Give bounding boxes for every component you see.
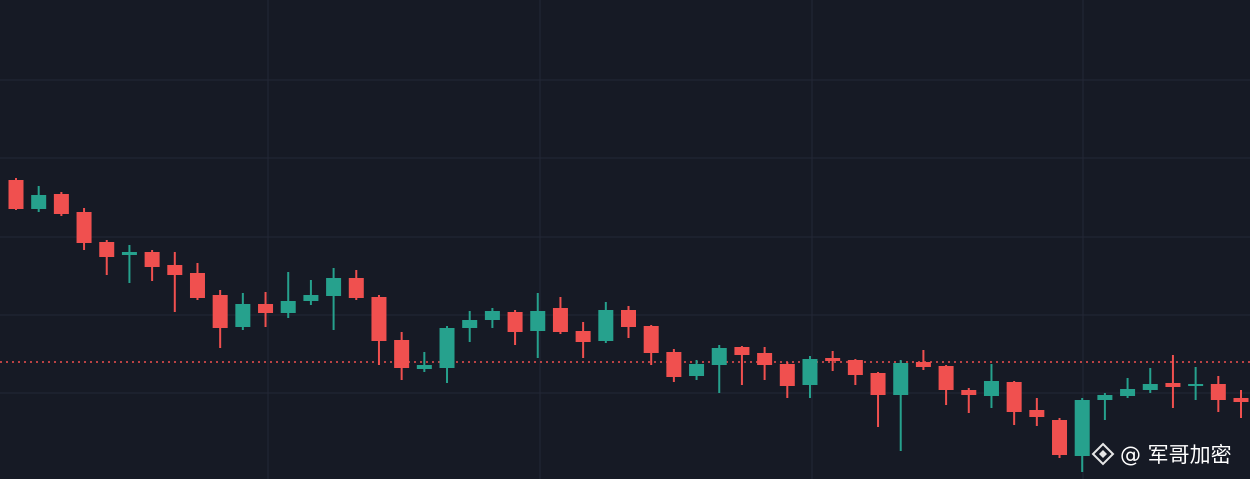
candle-body [1188,384,1204,386]
candle-body [575,331,591,342]
candle-body [1052,420,1068,455]
candle-body [779,364,795,386]
candle-body [8,180,24,209]
candle-body [258,304,274,313]
candle-body [235,304,251,327]
candle-body [643,326,659,353]
watermark-text: @ 军哥加密 [1120,443,1232,467]
candle-body [1142,384,1158,390]
candles [0,178,1250,472]
candle-body [31,195,47,209]
candle-body [1165,383,1181,387]
candle-body [689,364,705,376]
candle-body [280,301,296,313]
candle-body [144,252,160,267]
candle-body [734,347,750,355]
candle-body [121,252,137,255]
candle-body [326,278,342,296]
candle-body [212,295,228,328]
candle-body [893,363,909,395]
candle-body [189,273,205,298]
candle-body [711,348,727,365]
candle-body [484,311,500,320]
candle-body [1233,398,1249,402]
candle-body [371,297,387,341]
candle-body [167,265,183,275]
candle-body [303,295,319,301]
candle-body [394,340,410,368]
candle-body [99,242,115,257]
candle-body [757,353,773,365]
candle-body [825,358,841,361]
candle-body [462,320,478,328]
candle-body [983,381,999,396]
candle-body [439,328,455,368]
candle-body [915,362,931,367]
candle-body [847,360,863,375]
candle-body [1029,410,1045,417]
candle-body [938,366,954,390]
candle-body [507,312,523,332]
candle-body [802,359,818,385]
candle-body [552,308,568,332]
candle-body [1097,395,1113,400]
candle-body [666,352,682,377]
candle-body [870,373,886,395]
watermark-icon [1091,442,1115,466]
candle-body [416,365,432,369]
watermark: @ 军哥加密 [1091,442,1232,467]
candle-body [1210,384,1226,400]
candle-body [1006,382,1022,412]
candle-body [621,310,636,327]
candle-body [348,278,364,298]
candle-body [530,311,546,331]
candle-body [53,194,69,214]
candle-body [961,390,977,395]
candle-body [1074,400,1090,456]
candle-body [598,310,614,341]
candle-body [76,212,92,243]
candle-body [1120,389,1136,396]
